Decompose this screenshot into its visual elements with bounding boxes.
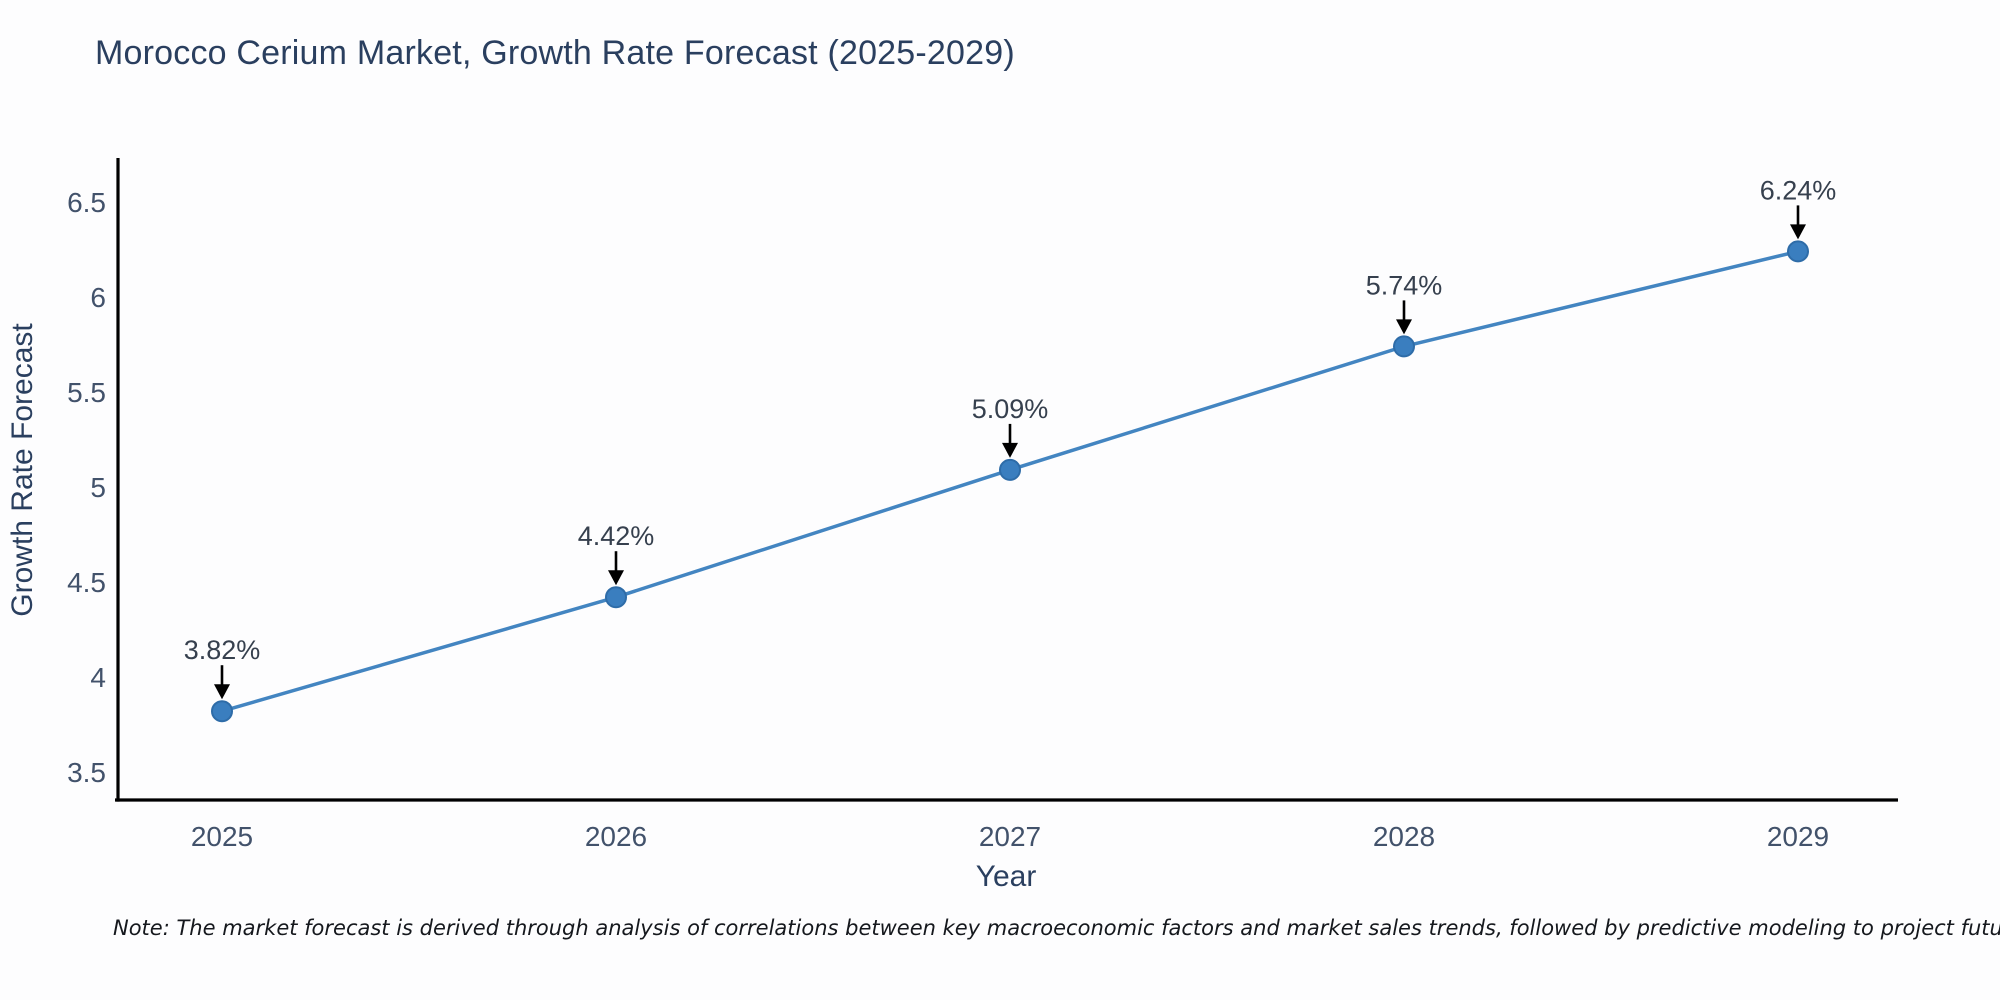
footnote: Note: The market forecast is derived thr…	[113, 916, 2000, 940]
data-point-marker[interactable]	[211, 700, 233, 723]
data-point-marker[interactable]	[1787, 240, 1809, 263]
x-tick-label: 2028	[1373, 821, 1435, 852]
x-axis-title: Year	[976, 860, 1037, 893]
annotation-arrow-head-icon	[608, 570, 624, 586]
point-annotation-label: 6.24%	[1760, 175, 1837, 205]
y-tick-label: 3.5	[67, 757, 106, 788]
x-tick-label: 2027	[979, 821, 1041, 852]
y-tick-label: 6	[90, 282, 106, 313]
point-annotation-label: 5.74%	[1366, 270, 1443, 300]
x-tick-label: 2026	[585, 821, 647, 852]
y-axis-title: Growth Rate Forecast	[6, 323, 39, 617]
point-annotation-label: 4.42%	[578, 521, 655, 551]
x-tick-label: 2025	[191, 821, 253, 852]
annotation-arrow-head-icon	[1790, 224, 1806, 240]
point-annotation-label: 5.09%	[972, 394, 1049, 424]
series-line	[220, 249, 1800, 713]
y-tick-label: 5	[90, 472, 106, 503]
data-point-marker[interactable]	[999, 458, 1021, 481]
annotation-arrow-head-icon	[214, 684, 230, 700]
annotation-arrow-head-icon	[1002, 442, 1018, 458]
y-tick-label: 4	[90, 662, 106, 693]
y-tick-label: 5.5	[67, 377, 106, 408]
point-annotation-label: 3.82%	[184, 635, 261, 665]
y-tick-label: 6.5	[67, 187, 106, 218]
y-tick-label: 4.5	[67, 567, 106, 598]
x-tick-label: 2029	[1767, 821, 1829, 852]
chart-title: Morocco Cerium Market, Growth Rate Forec…	[95, 34, 1015, 72]
annotation-arrow-head-icon	[1396, 319, 1412, 335]
data-point-marker[interactable]	[1393, 335, 1415, 358]
data-point-marker[interactable]	[605, 586, 627, 609]
